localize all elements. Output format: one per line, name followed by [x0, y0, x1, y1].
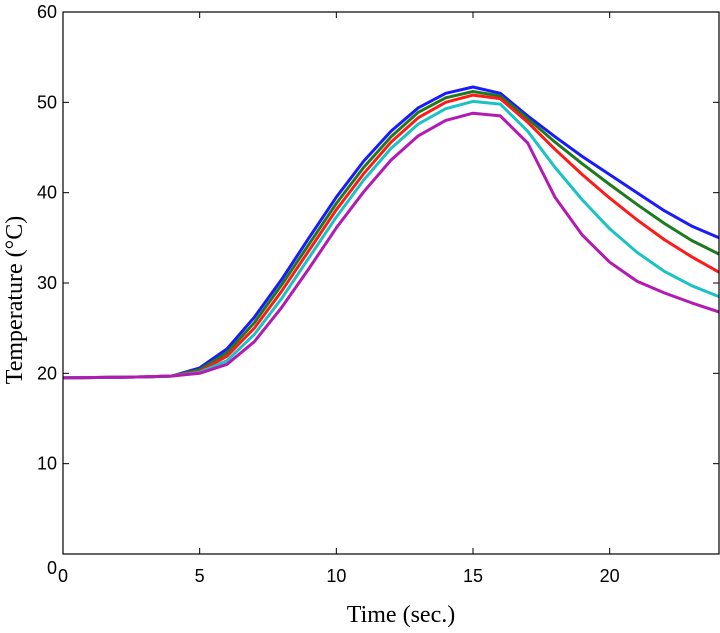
y-tick-label: 30 — [37, 273, 57, 293]
y-tick-label: 0 — [47, 558, 57, 578]
x-tick-label: 20 — [600, 566, 620, 586]
y-tick-label: 40 — [37, 183, 57, 203]
series-line-red — [62, 93, 720, 380]
y-tick-label: 60 — [37, 2, 57, 22]
ticks-layer: 0 5 10 15 20 0 10 20 30 40 50 60 — [37, 2, 719, 586]
plot-area-background — [63, 12, 719, 554]
y-tick-label: 20 — [37, 363, 57, 383]
series-line-cyan — [62, 99, 720, 380]
x-tick-label: 10 — [326, 566, 346, 586]
series-line-blue — [62, 85, 720, 380]
series-line-magenta — [62, 111, 720, 380]
x-tick-label: 15 — [463, 566, 483, 586]
y-tick-label: 10 — [37, 454, 57, 474]
y-tick-label: 50 — [37, 92, 57, 112]
series-line-green — [62, 90, 720, 380]
y-axis-title: Temperature (°C) — [2, 216, 28, 385]
series-layer — [62, 85, 720, 380]
plot-frame — [62, 11, 720, 555]
x-axis-title: Time (sec.) — [347, 602, 455, 628]
x-tick-label: 5 — [195, 566, 205, 586]
x-tick-label: 0 — [58, 566, 68, 586]
